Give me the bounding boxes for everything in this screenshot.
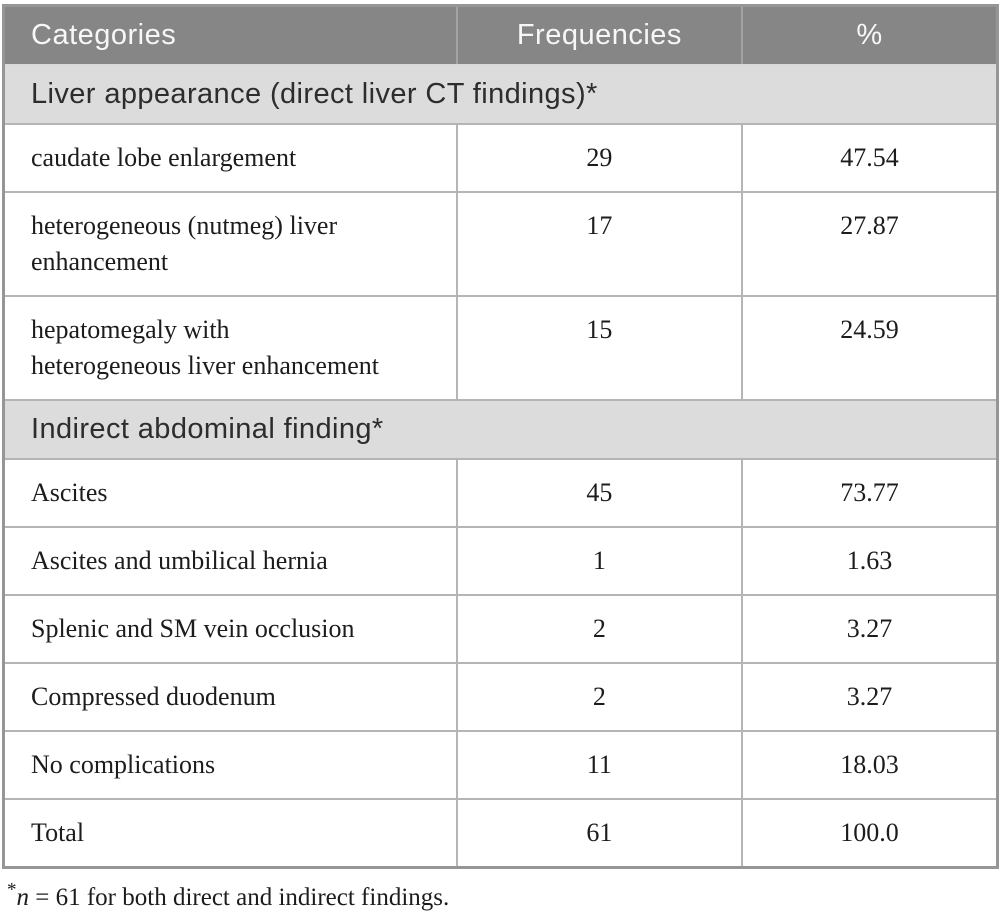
category-cell: Splenic and SM vein occlusion [3, 594, 458, 664]
percent-cell: 73.77 [741, 458, 998, 528]
table-row: Ascites and umbilical hernia 1 1.63 [3, 526, 998, 596]
frequency-cell: 17 [455, 191, 744, 297]
frequency-cell: 2 [455, 662, 744, 732]
category-cell: Ascites [3, 458, 458, 528]
category-cell: Ascites and umbilical hernia [3, 526, 458, 596]
frequency-cell: 45 [455, 458, 744, 528]
table-row: Compressed duodenum 2 3.27 [3, 662, 998, 732]
table-row: heterogeneous (nutmeg) liver enhancement… [3, 191, 998, 297]
section-header-row: Indirect abdominal finding* [3, 399, 998, 460]
frequency-cell: 11 [455, 730, 744, 800]
footnote-text: = 61 for both direct and indirect findin… [29, 884, 450, 911]
percent-cell: 24.59 [741, 295, 998, 401]
ct-findings-table: Categories Frequencies % Liver appearanc… [2, 4, 999, 869]
section-title: Liver appearance (direct liver CT findin… [3, 64, 998, 125]
column-header-frequencies: Frequencies [455, 5, 743, 66]
category-cell: hepatomegaly with heterogeneous liver en… [3, 295, 458, 401]
percent-cell: 47.54 [741, 123, 998, 193]
frequency-cell: 29 [455, 123, 744, 193]
percent-cell: 1.63 [741, 526, 998, 596]
frequency-cell: 2 [455, 594, 744, 664]
table-row: No complications 11 18.03 [3, 730, 998, 800]
frequency-cell: 61 [455, 798, 744, 869]
table-row: Ascites 45 73.77 [3, 458, 998, 528]
column-header-categories: Categories [3, 5, 457, 66]
category-cell: No complications [3, 730, 458, 800]
frequency-cell: 15 [455, 295, 744, 401]
table-row: hepatomegaly with heterogeneous liver en… [3, 295, 998, 401]
percent-cell: 100.0 [741, 798, 998, 869]
table-header-row: Categories Frequencies % [3, 5, 998, 66]
category-cell: Compressed duodenum [3, 662, 458, 732]
table-row: caudate lobe enlargement 29 47.54 [3, 123, 998, 193]
table-footnote: *n = 61 for both direct and indirect fin… [7, 879, 1001, 913]
table-body: Liver appearance (direct liver CT findin… [3, 64, 998, 869]
table-row: Total 61 100.0 [3, 798, 998, 869]
category-cell: heterogeneous (nutmeg) liver enhancement [3, 191, 458, 297]
percent-cell: 3.27 [741, 662, 998, 732]
percent-cell: 3.27 [741, 594, 998, 664]
category-cell: caudate lobe enlargement [3, 123, 458, 193]
column-header-percent: % [741, 5, 998, 66]
percent-cell: 18.03 [741, 730, 998, 800]
frequency-cell: 1 [455, 526, 744, 596]
percent-cell: 27.87 [741, 191, 998, 297]
table-row: Splenic and SM vein occlusion 2 3.27 [3, 594, 998, 664]
footnote-asterisk: * [7, 879, 17, 901]
footnote-variable-n: n [16, 884, 30, 911]
category-cell: Total [3, 798, 458, 869]
section-title: Indirect abdominal finding* [3, 399, 998, 460]
section-header-row: Liver appearance (direct liver CT findin… [3, 64, 998, 125]
